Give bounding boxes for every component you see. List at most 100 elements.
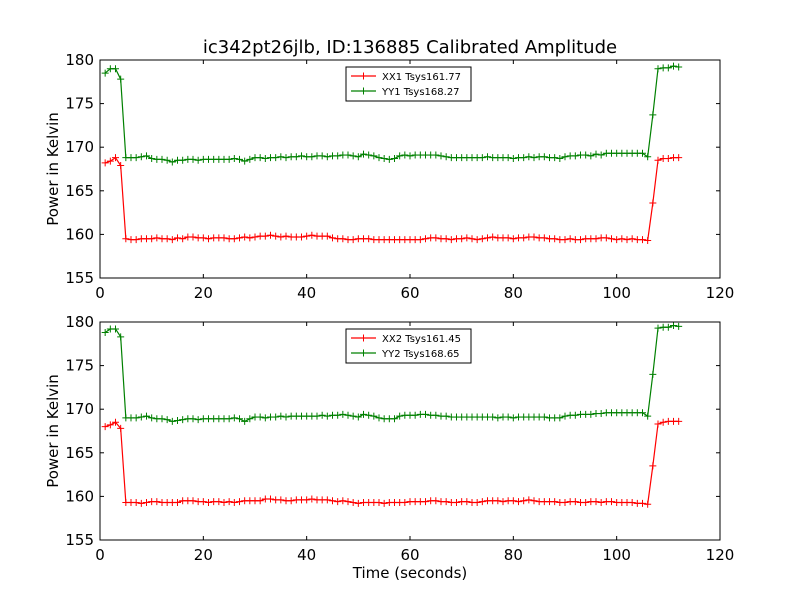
panel1-x-tick-label: 60 [400,284,419,302]
panel1-series-2-point [282,154,290,162]
panel1-series-2-point [670,62,677,70]
panel1-series-2-point [396,152,404,160]
panel2-legend-marker-2 [360,349,367,357]
panel1-series-1-point [592,235,600,243]
panel2-series-2-point [571,411,579,419]
panel1-series-2-point [241,157,249,165]
panel2-series-2-point [256,413,264,421]
panel2-series-2-point [344,411,352,419]
panel2-series-2-point [349,412,357,420]
panel2-series-1-point [639,499,646,507]
panel2-series-2-point [664,323,672,331]
panel1-series-1-point [303,232,311,240]
panel2-series-2-point [587,410,595,418]
panel2-series-2-point [370,412,378,420]
panel1-series-2-point [391,155,398,163]
panel1-series-2-point [117,75,125,83]
panel1-series-2-point [509,155,517,163]
panel2-series-2-point [432,411,440,419]
panel1-series-1-point [272,232,280,240]
panel2-series-1-point [654,420,662,428]
panel1-series-2-point [101,69,109,77]
panel2-series-2-point [354,413,362,421]
panel2-series-1-point [220,499,228,507]
panel1-x-tick-label: 100 [602,284,631,302]
panel1-series-1-point [468,235,476,243]
panel2-series-1-point [659,418,667,426]
panel2-series-1-point [401,499,409,507]
panel1-series-1-point [509,235,517,243]
panel1-series-1-point [416,236,424,244]
panel1-series-1-point [551,235,559,243]
panel1-series-2-point [582,151,590,159]
panel2-legend-label-1: XX2 Tsys161.45 [382,334,461,345]
panel2-series-2-point [644,412,652,420]
panel1-series-2-point [137,153,145,161]
panel2-series-1-point [675,417,683,425]
panel2-series-1-point [344,498,352,506]
panel1-series-1-point [251,233,259,241]
panel1-series-1-point [664,155,672,163]
panel1-series-1-point [241,233,249,241]
panel2-series-2-point [494,414,502,422]
panel1-series-1-point [329,234,336,242]
panel1-x-tick-label: 40 [297,284,316,302]
panel2-legend-label-2: YY2 Tsys168.65 [381,349,460,360]
panel1-x-tick-label: 0 [95,284,105,302]
panel1-series-2-point [484,153,491,161]
panel1-series-2-point [442,153,450,161]
panel2-series-2-point [391,415,398,423]
panel1-series-1-point [484,234,491,242]
panel1-series-2-point [354,153,362,161]
panel2-series-1-point [551,498,559,506]
panel2-series-2-point [236,415,243,423]
panel2-series-1-point [354,499,362,507]
panel2-series-1-point [561,499,569,507]
panel2-series-1-point [463,498,471,506]
panel1-y-tick-label: 165 [65,182,94,200]
panel1-series-2-point [649,111,657,119]
panel1-series-1-point [308,231,316,239]
panel1-series-2-point [675,63,683,71]
panel1-series-1-point [473,236,481,244]
panel2-x-tick-label: 20 [194,546,213,564]
panel1-series-2-point [401,151,409,159]
panel1-series-2-point [639,149,646,157]
panel1-series-2-point [349,152,357,160]
panel2-series-1-point [329,497,336,505]
panel1-series-2-point [437,152,445,160]
panel2-series-2-point [241,417,249,425]
panel2-series-2-point [246,415,254,423]
panel1-series-1-point [349,236,357,244]
panel1-series-2-point [323,153,331,161]
panel1-series-2-point [380,155,388,163]
panel2-series-2-point [639,409,646,417]
panel2-series-1-point [478,498,486,506]
panel1-series-2-point [530,154,538,162]
panel1-x-tick-label: 120 [706,284,735,302]
panel2-series-2-point [163,416,171,424]
panel1-series-1-point [117,162,125,170]
panel2-series-2-point [318,411,326,419]
panel2-series-2-point [158,415,166,423]
panel2-series-2-point [360,410,367,418]
panel2-series-1-point [432,497,440,505]
panel2-series-2-point [375,414,383,422]
panel2-series-1-point [453,499,460,507]
panel1-series-2-point [571,152,579,160]
panel2-series-2-point [137,413,145,421]
panel2-series-1-point [308,495,316,503]
panel2-y-tick-label: 160 [65,487,94,505]
panel1-series-2-point [664,64,672,72]
panel2-series-1-point [530,497,538,505]
panel2-series-2-point [132,414,140,422]
panel1-series-1-point [277,233,285,241]
panel2-series-2-point [179,416,187,424]
panel2-y-tick-label: 175 [65,357,94,375]
panel2-series-2-point [509,414,517,422]
panel1-series-1-point [230,235,238,243]
panel1-series-1-point [561,236,569,244]
panel1-series-2-point [406,152,414,160]
panel1-series-2-point [478,154,486,162]
panel2-series-1-point [509,497,517,505]
